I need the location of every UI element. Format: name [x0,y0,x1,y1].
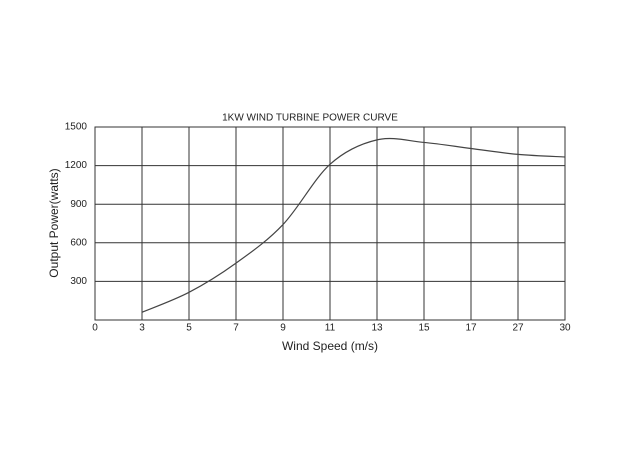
chart-title: 1KW WIND TURBINE POWER CURVE [222,113,398,124]
x-tick-label: 7 [233,323,239,334]
x-tick-label: 0 [92,323,98,334]
y-tick-label: 300 [70,276,87,287]
y-axis-label: Output Power(watts) [47,168,61,277]
x-tick-label: 9 [280,323,286,334]
x-tick-label: 5 [186,323,192,334]
y-tick-label: 600 [70,237,87,248]
y-tick-label: 1500 [65,122,88,133]
y-tick-label: 900 [70,199,87,210]
x-tick-label: 17 [465,323,477,334]
power-curve [141,137,566,313]
x-tick-label: 30 [559,323,571,334]
x-tick-label: 13 [371,323,383,334]
x-tick-label: 15 [418,323,430,334]
x-tick-label: 11 [325,323,336,334]
x-tick-label: 3 [139,323,145,334]
y-tick-label: 1200 [65,160,88,171]
x-tick-label: 27 [512,323,524,334]
x-axis-label: Wind Speed (m/s) [282,339,378,353]
